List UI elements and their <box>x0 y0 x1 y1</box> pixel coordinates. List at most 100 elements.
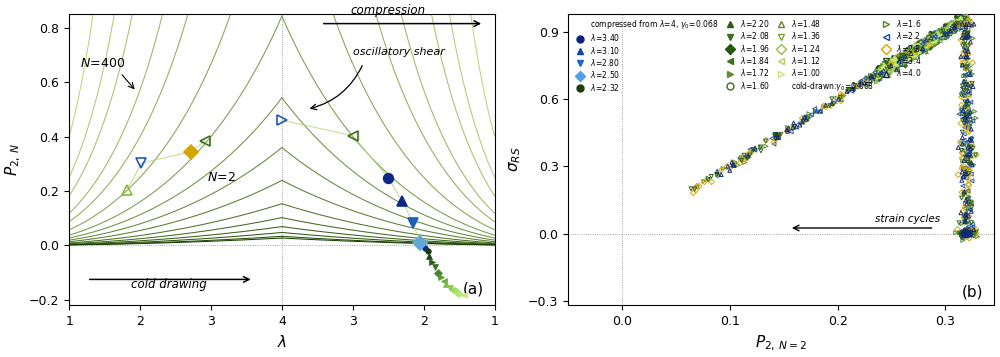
Point <box>921 42 937 47</box>
Point <box>870 69 886 74</box>
Point <box>886 57 902 63</box>
Point <box>905 48 921 54</box>
Point <box>897 60 913 66</box>
Point <box>870 72 886 78</box>
Point <box>908 47 924 53</box>
Point <box>891 56 907 62</box>
Point <box>933 34 949 40</box>
Point <box>924 37 940 42</box>
Point <box>908 42 924 47</box>
Point <box>932 35 948 41</box>
Point <box>909 47 925 52</box>
Point <box>920 39 936 45</box>
Point <box>888 65 904 70</box>
Point <box>873 70 889 75</box>
Point <box>957 216 973 222</box>
Point <box>899 54 915 59</box>
Point <box>957 214 973 220</box>
Point <box>909 47 925 53</box>
Point <box>783 129 799 135</box>
Point <box>929 36 945 41</box>
Point <box>948 24 964 30</box>
Point <box>908 48 924 54</box>
Point <box>926 33 942 39</box>
Point <box>947 22 963 27</box>
Point <box>907 49 923 54</box>
Point <box>906 53 922 59</box>
Point <box>905 48 921 54</box>
Point <box>957 72 973 78</box>
Point <box>897 56 913 61</box>
Point <box>878 68 894 74</box>
Point <box>932 33 948 39</box>
Point <box>928 34 944 39</box>
Point <box>888 60 904 65</box>
Point <box>880 70 896 76</box>
Point <box>948 19 964 24</box>
Point <box>936 29 952 35</box>
Point <box>955 19 971 24</box>
Point <box>899 58 915 64</box>
Point <box>907 45 923 51</box>
Point <box>954 20 970 26</box>
Point <box>948 23 964 29</box>
Point <box>913 45 929 50</box>
Point <box>938 32 954 38</box>
Point <box>914 44 930 50</box>
Point <box>889 55 905 61</box>
Point <box>954 16 970 22</box>
Point <box>889 61 905 66</box>
Point <box>904 47 920 53</box>
Point <box>910 42 926 48</box>
Point <box>831 96 847 102</box>
Point <box>888 58 904 64</box>
Point <box>930 36 946 41</box>
Point <box>927 33 943 39</box>
Point <box>894 61 910 66</box>
Point <box>874 69 890 75</box>
Point <box>889 60 905 66</box>
Point <box>935 29 951 35</box>
Point <box>869 72 885 78</box>
Point <box>890 57 906 63</box>
Point <box>926 32 942 37</box>
Point <box>890 54 906 59</box>
Point <box>938 29 954 34</box>
Point <box>919 37 935 43</box>
Point <box>943 25 959 31</box>
Point <box>925 33 941 39</box>
Point <box>961 230 977 236</box>
Point <box>932 28 948 34</box>
Point <box>940 24 956 30</box>
Point <box>957 16 973 22</box>
Point <box>905 50 921 56</box>
Point <box>898 57 914 63</box>
Point <box>874 67 890 72</box>
Point <box>927 36 943 42</box>
Point <box>915 39 931 45</box>
Point <box>876 64 892 70</box>
Point <box>927 37 943 43</box>
Point <box>882 64 898 70</box>
Point <box>878 69 894 74</box>
Point <box>733 157 749 163</box>
Point <box>889 59 905 65</box>
Point <box>907 49 923 55</box>
Point <box>952 230 968 236</box>
Point <box>875 70 891 75</box>
Point <box>932 32 948 37</box>
Point <box>945 22 961 28</box>
Point <box>953 37 969 43</box>
Point <box>959 34 975 40</box>
Point <box>947 19 963 25</box>
Point <box>940 25 956 31</box>
Point <box>957 47 973 53</box>
Point <box>911 44 927 50</box>
Point <box>872 73 888 79</box>
Point <box>954 89 970 95</box>
Point <box>880 67 896 73</box>
Point <box>953 20 969 26</box>
Point <box>950 23 966 29</box>
Point <box>950 14 966 20</box>
Point <box>844 86 860 92</box>
